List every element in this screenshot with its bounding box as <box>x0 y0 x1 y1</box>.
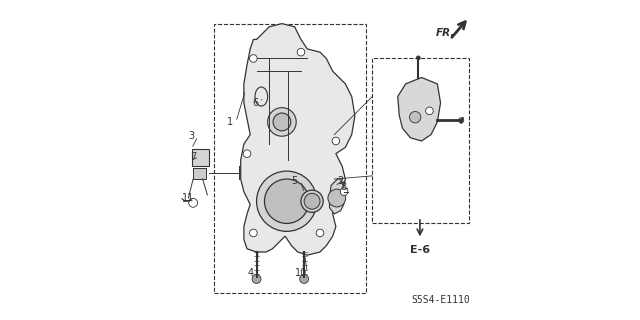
Text: 8: 8 <box>340 182 347 192</box>
Circle shape <box>426 107 433 115</box>
Bar <box>193 168 206 179</box>
Circle shape <box>297 48 305 56</box>
Polygon shape <box>241 24 355 255</box>
Circle shape <box>257 171 317 231</box>
Circle shape <box>250 55 257 62</box>
Circle shape <box>332 137 340 145</box>
Circle shape <box>264 179 309 223</box>
Circle shape <box>340 188 348 196</box>
Circle shape <box>268 108 296 136</box>
Polygon shape <box>397 77 440 141</box>
Polygon shape <box>330 179 344 214</box>
Text: 7: 7 <box>190 152 196 162</box>
Circle shape <box>459 118 464 123</box>
Text: 3: 3 <box>188 131 195 141</box>
Text: 4: 4 <box>247 268 253 278</box>
Text: FR.: FR. <box>436 28 455 38</box>
Circle shape <box>273 113 291 131</box>
Text: 10: 10 <box>295 268 307 278</box>
Bar <box>191 149 209 166</box>
Circle shape <box>300 275 308 284</box>
Text: 1: 1 <box>227 117 233 127</box>
Ellipse shape <box>304 193 320 209</box>
Ellipse shape <box>301 190 323 212</box>
Circle shape <box>417 56 420 60</box>
Circle shape <box>316 229 324 237</box>
Text: 6: 6 <box>252 98 258 108</box>
Circle shape <box>328 189 346 207</box>
Circle shape <box>250 229 257 237</box>
Text: E-6: E-6 <box>410 245 430 255</box>
Text: 11: 11 <box>182 193 195 203</box>
Text: 2: 2 <box>337 176 344 186</box>
Circle shape <box>243 150 251 157</box>
Text: S5S4-E1110: S5S4-E1110 <box>411 295 470 305</box>
Bar <box>372 59 469 223</box>
Circle shape <box>410 111 421 123</box>
Bar <box>214 24 366 293</box>
Text: 5: 5 <box>291 176 298 186</box>
Circle shape <box>189 198 198 207</box>
Circle shape <box>252 275 261 284</box>
